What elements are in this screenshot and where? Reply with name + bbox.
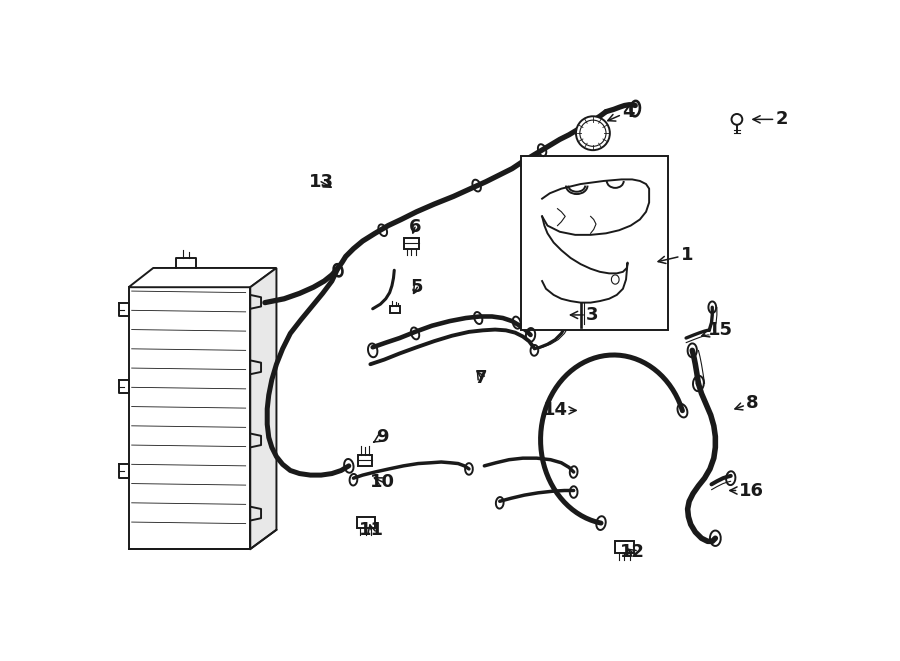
Text: 14: 14 (543, 401, 576, 420)
Text: 7: 7 (475, 369, 488, 387)
Polygon shape (129, 268, 276, 288)
Bar (403, 238, 418, 249)
Bar (356, 517, 375, 528)
Bar (358, 455, 372, 466)
Text: 10: 10 (370, 473, 395, 491)
Bar (390, 307, 400, 313)
Text: 11: 11 (359, 521, 383, 539)
Text: 6: 6 (409, 218, 421, 236)
Text: 15: 15 (702, 321, 733, 338)
Text: 2: 2 (753, 110, 788, 128)
Text: 3: 3 (571, 306, 598, 324)
Text: 1: 1 (658, 246, 693, 264)
Text: 4: 4 (608, 102, 634, 121)
Text: 9: 9 (374, 428, 389, 446)
Text: 5: 5 (411, 278, 424, 296)
Circle shape (576, 116, 610, 150)
Text: 8: 8 (735, 394, 759, 412)
Text: 16: 16 (730, 481, 763, 500)
Text: 13: 13 (309, 173, 334, 191)
Circle shape (732, 114, 742, 125)
Bar (129, 288, 250, 549)
Text: 12: 12 (620, 543, 644, 561)
Polygon shape (250, 268, 276, 549)
Bar (616, 541, 634, 553)
Bar (521, 156, 668, 330)
